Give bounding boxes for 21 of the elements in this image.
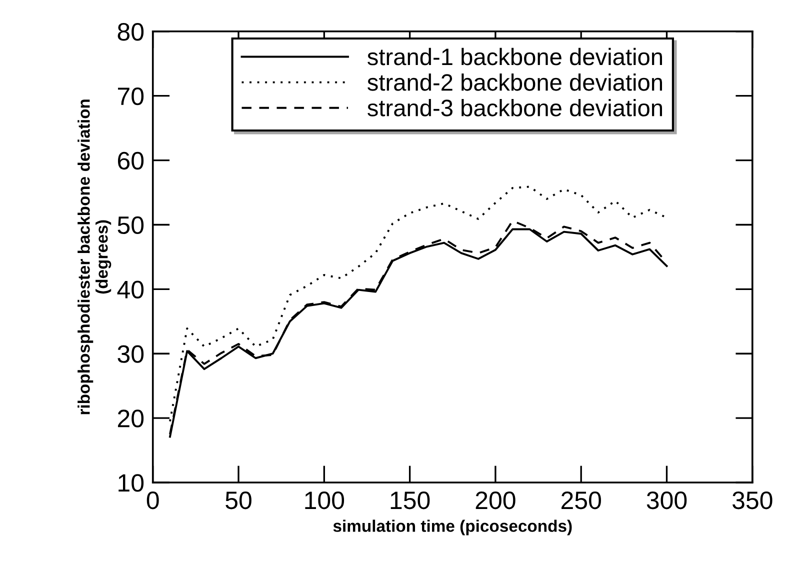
y-tick-label: 30 — [118, 345, 144, 363]
x-axis-title: simulation time (picoseconds) — [333, 520, 572, 536]
x-tick-label: 0 — [146, 491, 159, 510]
legend-label: strand-1 backbone deviation — [368, 48, 662, 66]
y-tick-label: 10 — [118, 474, 144, 492]
x-tick-label: 300 — [646, 491, 687, 510]
legend-label: strand-3 backbone deviation — [368, 99, 662, 116]
x-tick-label: 50 — [226, 491, 252, 510]
legend-label: strand-2 backbone deviation — [368, 73, 662, 91]
y-tick-label: 70 — [118, 87, 144, 106]
y-tick-label: 40 — [117, 280, 144, 298]
x-tick-label: 150 — [390, 491, 430, 510]
y-tick-label: 20 — [118, 410, 144, 428]
y-axis-title: ribophosphodiester backbone deviation (degrees) — [78, 100, 112, 414]
x-tick-label: 250 — [562, 491, 601, 510]
x-tick-label: 350 — [732, 491, 772, 510]
y-tick-label: 50 — [118, 216, 144, 234]
x-tick-label: 200 — [476, 491, 516, 510]
y-tick-label: 60 — [118, 152, 144, 170]
x-tick-label: 100 — [305, 491, 344, 510]
y-tick-label: 80 — [118, 23, 144, 41]
